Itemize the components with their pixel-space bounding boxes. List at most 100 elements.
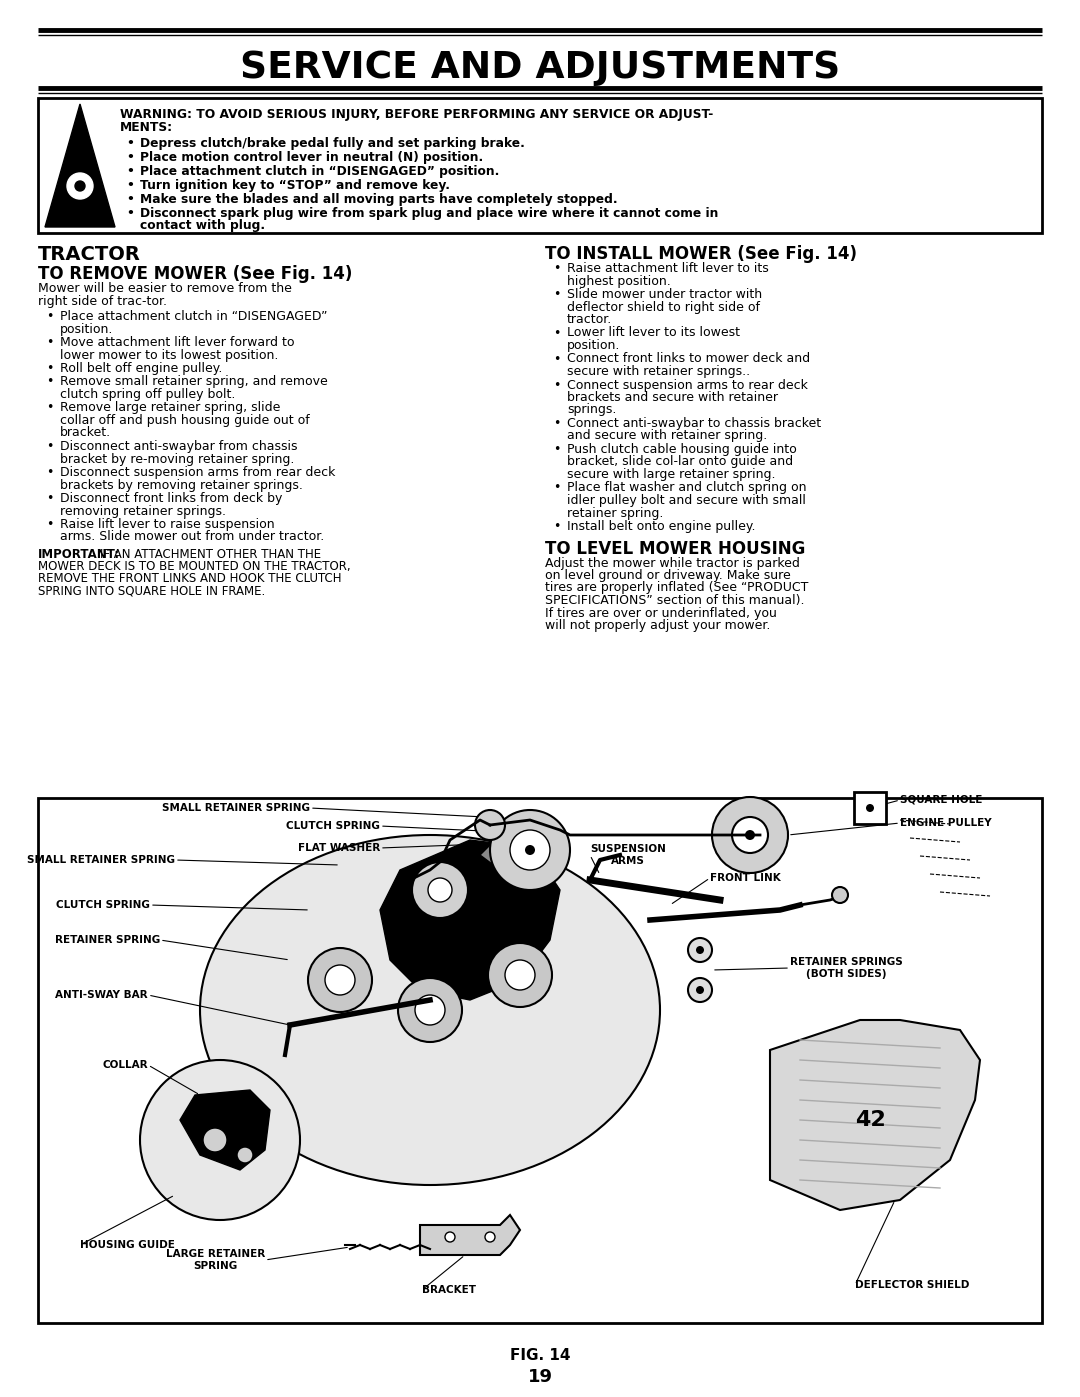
Circle shape: [745, 830, 755, 840]
Text: Move attachment lift lever forward to: Move attachment lift lever forward to: [60, 337, 295, 349]
Text: Turn ignition key to “STOP” and remove key.: Turn ignition key to “STOP” and remove k…: [140, 179, 450, 191]
Text: ANTI-SWAY BAR: ANTI-SWAY BAR: [55, 990, 148, 1000]
Circle shape: [308, 949, 372, 1011]
Text: TRACTOR: TRACTOR: [38, 244, 140, 264]
Polygon shape: [180, 1090, 270, 1171]
Circle shape: [237, 1147, 253, 1162]
Circle shape: [140, 1060, 300, 1220]
Text: Roll belt off engine pulley.: Roll belt off engine pulley.: [60, 362, 222, 374]
Circle shape: [411, 862, 468, 918]
Text: SQUARE HOLE: SQUARE HOLE: [900, 795, 983, 805]
Text: deflector shield to right side of: deflector shield to right side of: [567, 300, 760, 313]
Text: •: •: [126, 151, 134, 163]
Text: •: •: [126, 165, 134, 177]
Text: secure with large retainer spring.: secure with large retainer spring.: [567, 468, 775, 481]
Text: tires are properly inflated (See “PRODUCT: tires are properly inflated (See “PRODUC…: [545, 581, 808, 595]
Text: •: •: [126, 193, 134, 205]
Circle shape: [688, 978, 712, 1002]
Text: Mower will be easier to remove from the: Mower will be easier to remove from the: [38, 282, 292, 295]
Text: position.: position.: [60, 323, 113, 335]
Polygon shape: [45, 103, 114, 226]
Circle shape: [67, 173, 93, 198]
Text: FIG. 14: FIG. 14: [510, 1348, 570, 1363]
Text: bracket by re-moving retainer spring.: bracket by re-moving retainer spring.: [60, 453, 295, 465]
Circle shape: [75, 182, 85, 191]
Text: SUSPENSION
ARMS: SUSPENSION ARMS: [590, 844, 666, 866]
Text: ENGINE PULLEY: ENGINE PULLEY: [900, 819, 991, 828]
Text: 19: 19: [527, 1368, 553, 1386]
Text: DEFLECTOR SHIELD: DEFLECTOR SHIELD: [855, 1280, 970, 1289]
Text: •: •: [46, 310, 53, 323]
Circle shape: [866, 805, 874, 812]
Text: SMALL RETAINER SPRING: SMALL RETAINER SPRING: [27, 855, 175, 865]
Text: brackets by removing retainer springs.: brackets by removing retainer springs.: [60, 479, 302, 492]
Text: Disconnect spark plug wire from spark plug and place wire where it cannot come i: Disconnect spark plug wire from spark pl…: [140, 207, 718, 219]
Text: •: •: [553, 520, 561, 534]
Text: Raise attachment lift lever to its: Raise attachment lift lever to its: [567, 263, 769, 275]
Text: brackets and secure with retainer: brackets and secure with retainer: [567, 391, 778, 404]
Text: Place attachment clutch in “DISENGAGED” position.: Place attachment clutch in “DISENGAGED” …: [140, 165, 499, 177]
FancyBboxPatch shape: [38, 98, 1042, 233]
Text: TO INSTALL MOWER (See Fig. 14): TO INSTALL MOWER (See Fig. 14): [545, 244, 858, 263]
Text: SPECIFICATIONS” section of this manual).: SPECIFICATIONS” section of this manual).: [545, 594, 805, 608]
Text: WARNING: TO AVOID SERIOUS INJURY, BEFORE PERFORMING ANY SERVICE OR ADJUST-: WARNING: TO AVOID SERIOUS INJURY, BEFORE…: [120, 108, 713, 122]
Text: bracket.: bracket.: [60, 426, 111, 440]
Circle shape: [415, 995, 445, 1025]
Polygon shape: [420, 1215, 519, 1255]
Text: RETAINER SPRINGS
(BOTH SIDES): RETAINER SPRINGS (BOTH SIDES): [789, 957, 903, 979]
Circle shape: [688, 937, 712, 963]
Text: IMPORTANT:: IMPORTANT:: [38, 548, 120, 562]
Text: Depress clutch/brake pedal fully and set parking brake.: Depress clutch/brake pedal fully and set…: [140, 137, 525, 149]
Text: Place attachment clutch in “DISENGAGED”: Place attachment clutch in “DISENGAGED”: [60, 310, 327, 323]
Text: •: •: [46, 362, 53, 374]
FancyBboxPatch shape: [854, 792, 886, 824]
Text: removing retainer springs.: removing retainer springs.: [60, 504, 226, 517]
Text: Connect suspension arms to rear deck: Connect suspension arms to rear deck: [567, 379, 808, 391]
Text: •: •: [46, 337, 53, 349]
Text: TO REMOVE MOWER (See Fig. 14): TO REMOVE MOWER (See Fig. 14): [38, 265, 352, 284]
Text: on level ground or driveway. Make sure: on level ground or driveway. Make sure: [545, 569, 791, 583]
Text: Make sure the blades and all moving parts have completely stopped.: Make sure the blades and all moving part…: [140, 193, 618, 205]
Text: SPRING INTO SQUARE HOLE IN FRAME.: SPRING INTO SQUARE HOLE IN FRAME.: [38, 584, 266, 597]
Text: RETAINER SPRING: RETAINER SPRING: [55, 935, 160, 944]
Circle shape: [399, 978, 462, 1042]
Text: •: •: [46, 440, 53, 453]
Circle shape: [490, 810, 570, 890]
Text: Place flat washer and clutch spring on: Place flat washer and clutch spring on: [567, 482, 807, 495]
Text: FLAT WASHER: FLAT WASHER: [298, 842, 380, 854]
Text: •: •: [553, 482, 561, 495]
Text: Slide mower under tractor with: Slide mower under tractor with: [567, 288, 762, 300]
Text: CLUTCH SPRING: CLUTCH SPRING: [56, 900, 150, 909]
Text: CLUTCH SPRING: CLUTCH SPRING: [286, 821, 380, 831]
Text: Connect anti-swaybar to chassis bracket: Connect anti-swaybar to chassis bracket: [567, 416, 821, 430]
Text: collar off and push housing guide out of: collar off and push housing guide out of: [60, 414, 310, 427]
Text: IF AN ATTACHMENT OTHER THAN THE: IF AN ATTACHMENT OTHER THAN THE: [100, 548, 321, 562]
Text: COLLAR: COLLAR: [103, 1060, 148, 1070]
Text: position.: position.: [567, 339, 620, 352]
Text: •: •: [126, 207, 134, 219]
Text: and secure with retainer spring.: and secure with retainer spring.: [567, 429, 767, 443]
Text: springs.: springs.: [567, 404, 617, 416]
Circle shape: [832, 887, 848, 902]
Circle shape: [428, 877, 453, 902]
Text: lower mower to its lowest position.: lower mower to its lowest position.: [60, 348, 279, 362]
Circle shape: [325, 965, 355, 995]
Text: •: •: [553, 352, 561, 366]
Text: LARGE RETAINER
SPRING: LARGE RETAINER SPRING: [165, 1249, 265, 1271]
Text: SMALL RETAINER SPRING: SMALL RETAINER SPRING: [162, 803, 310, 813]
FancyBboxPatch shape: [38, 798, 1042, 1323]
Text: contact with plug.: contact with plug.: [140, 219, 265, 232]
Text: Connect front links to mower deck and: Connect front links to mower deck and: [567, 352, 810, 366]
Text: Install belt onto engine pulley.: Install belt onto engine pulley.: [567, 520, 756, 534]
Text: secure with retainer springs..: secure with retainer springs..: [567, 365, 751, 379]
Text: highest position.: highest position.: [567, 274, 671, 288]
Text: Disconnect anti-swaybar from chassis: Disconnect anti-swaybar from chassis: [60, 440, 297, 453]
Text: Remove small retainer spring, and remove: Remove small retainer spring, and remove: [60, 376, 327, 388]
Circle shape: [485, 1232, 495, 1242]
Text: •: •: [553, 379, 561, 391]
Text: Lower lift lever to its lowest: Lower lift lever to its lowest: [567, 327, 740, 339]
Text: •: •: [553, 263, 561, 275]
Text: right side of trac-tor.: right side of trac-tor.: [38, 295, 167, 307]
Text: retainer spring.: retainer spring.: [567, 507, 663, 520]
Text: Raise lift lever to raise suspension: Raise lift lever to raise suspension: [60, 518, 274, 531]
